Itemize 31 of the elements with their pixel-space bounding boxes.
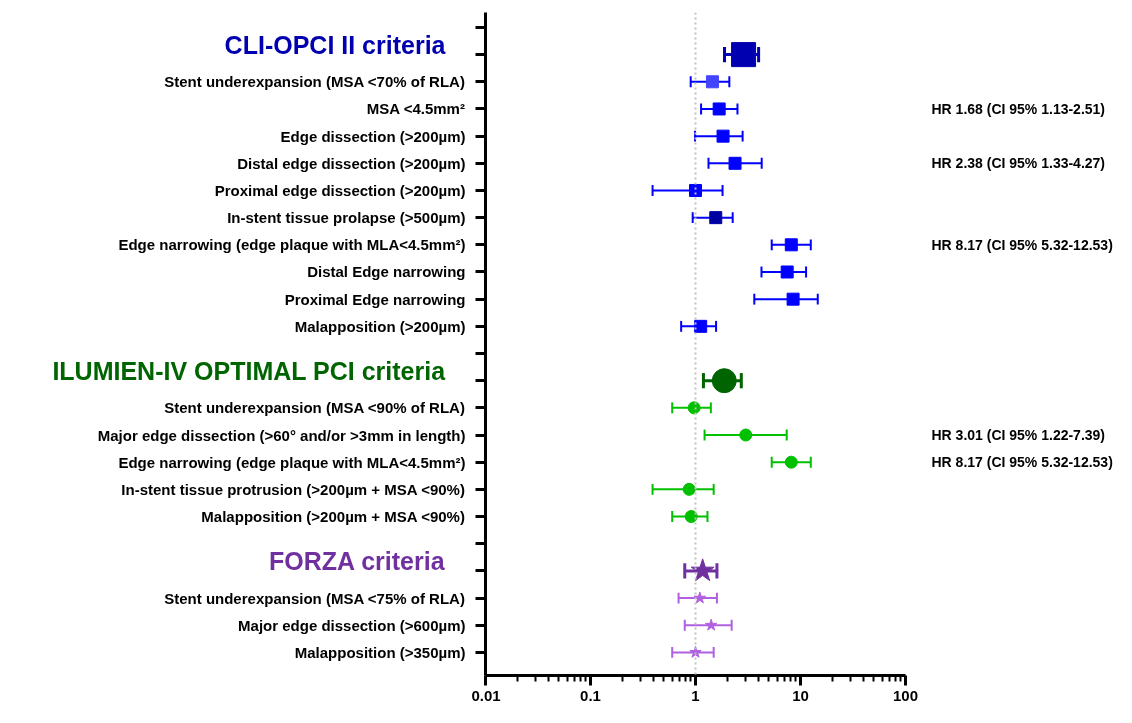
y-tick-label: Edge narrowing (edge plaque with MLA<4.5mm²) xyxy=(118,236,466,254)
text: HR 1.68 (CI 95% 1.13-2.51) xyxy=(931,100,1106,117)
text: HR 3.01 (CI 95% 1.22-7.39) xyxy=(931,427,1106,444)
y-tick-label: Stent underexpansion (MSA <90% of RLA) xyxy=(164,399,465,417)
text: HR 8.17 (CI 95% 5.32-12.53) xyxy=(931,236,1113,253)
x-tick-label: 0.01 xyxy=(471,686,501,704)
y-tick-label: Malapposition (>200µm + MSA <90%) xyxy=(201,508,465,526)
y-tick-label: Proximal edge dissection (>200µm) xyxy=(214,181,466,199)
y-tick-label: Malapposition (>350µm) xyxy=(294,643,466,661)
y-tick-label: Distal Edge narrowing xyxy=(307,263,466,281)
y-tick-label: In-stent tissue protrusion (>200µm + MSA <90%) xyxy=(121,480,465,498)
y-tick-label: Edge dissection (>200µm) xyxy=(280,127,466,145)
y-tick-label: MSA <4.5mm² xyxy=(366,100,465,118)
y-tick-label: Stent underexpansion (MSA <70% of RLA) xyxy=(164,73,465,91)
y-tick-label: Proximal Edge narrowing xyxy=(284,290,466,308)
x-tick-label: 1 xyxy=(691,686,700,704)
text: HR 2.38 (CI 95% 1.33-4.27) xyxy=(931,155,1106,172)
y-tick-label: In-stent tissue prolapse (>500µm) xyxy=(227,209,466,227)
text: FORZA criteria xyxy=(269,546,446,575)
y-tick-label: Distal edge dissection (>200µm) xyxy=(237,154,466,172)
y-tick-label: Stent underexpansion (MSA <75% of RLA) xyxy=(164,589,465,607)
text: ILUMIEN-IV OPTIMAL PCI criteria xyxy=(52,356,447,385)
y-tick-label: Edge narrowing (edge plaque with MLA<4.5mm²) xyxy=(118,453,466,471)
y-tick-label: Major edge dissection (>600µm) xyxy=(238,616,466,634)
y-tick-label: Malapposition (>200µm) xyxy=(294,317,466,335)
text: HR 8.17 (CI 95% 5.32-12.53) xyxy=(931,454,1113,471)
y-tick-label: Major edge dissection (>60° and/or >3mm in length) xyxy=(97,426,466,444)
text: CLI-OPCI II criteria xyxy=(224,30,447,59)
x-tick-label: 0.1 xyxy=(580,686,601,704)
x-tick-label: 100 xyxy=(892,686,919,704)
x-tick-label: 10 xyxy=(792,686,809,704)
